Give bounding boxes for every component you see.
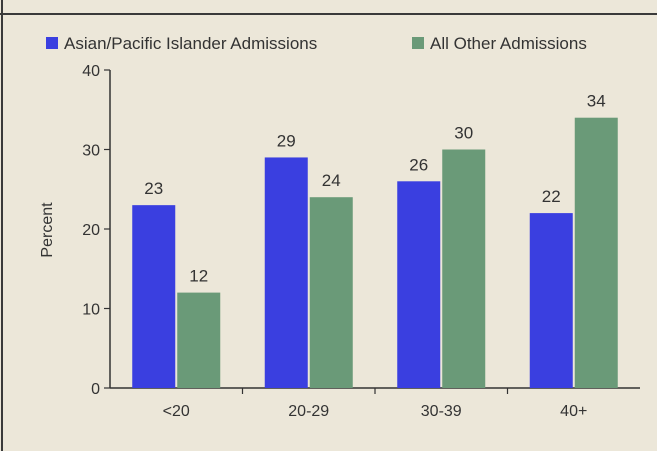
bar-all-other: [574, 117, 618, 388]
legend-swatch-asian: [46, 37, 58, 49]
data-label: 29: [277, 131, 296, 150]
x-tick-label: 20-29: [288, 403, 329, 420]
data-labels: 23 12 29 24 26 30 22 34: [144, 92, 605, 286]
legend-label-asian: Asian/Pacific Islander Admissions: [64, 34, 317, 53]
y-tick-label: 20: [82, 222, 100, 239]
bars: [132, 117, 618, 388]
data-label: 12: [189, 267, 208, 286]
y-tick-label: 0: [91, 381, 100, 398]
bar-asian-pacific: [264, 157, 308, 388]
legend: Asian/Pacific Islander Admissions All Ot…: [46, 34, 587, 53]
bar-all-other: [442, 149, 486, 388]
bar-all-other: [309, 197, 353, 388]
y-tick-label: 40: [82, 63, 100, 80]
x-tick-label: 40+: [560, 403, 587, 420]
legend-swatch-other: [412, 37, 424, 49]
data-label: 34: [587, 92, 606, 111]
bar-asian-pacific: [397, 181, 441, 388]
y-tick-label: 10: [82, 302, 100, 319]
bar-asian-pacific: [529, 213, 573, 388]
bar-asian-pacific: [132, 205, 176, 388]
x-tick-label: 30-39: [421, 403, 462, 420]
data-label: 30: [454, 124, 473, 143]
axes: 0 10 20 30 40 <20 20-29 30-39 40+: [82, 63, 640, 420]
data-label: 26: [409, 155, 428, 174]
y-axis-title: Percent: [39, 202, 56, 258]
x-tick-label: <20: [163, 403, 190, 420]
data-label: 23: [144, 179, 163, 198]
data-label: 22: [542, 187, 561, 206]
y-tick-label: 30: [82, 143, 100, 160]
bar-all-other: [177, 292, 221, 388]
data-label: 24: [322, 171, 341, 190]
legend-label-other: All Other Admissions: [430, 34, 587, 53]
